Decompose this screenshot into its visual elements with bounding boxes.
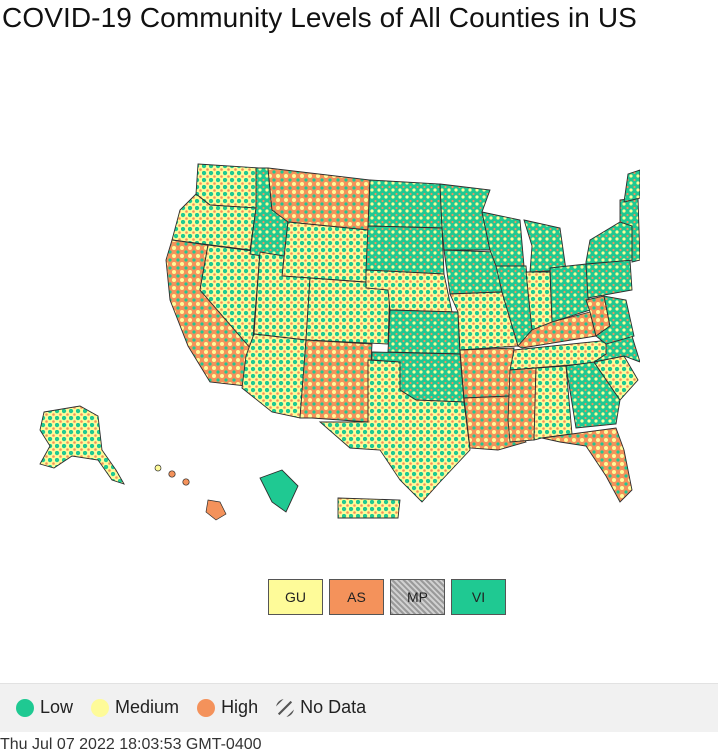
state-georgia[interactable] — [565, 361, 621, 429]
territory-as[interactable]: AS — [329, 579, 384, 615]
legend-low-label: Low — [40, 697, 74, 717]
hawaii-island-1[interactable] — [154, 464, 162, 472]
hawaii-island-3[interactable] — [182, 478, 190, 486]
state-virginia[interactable] — [595, 295, 635, 345]
state-kansas[interactable] — [387, 309, 461, 355]
timestamp: Thu Jul 07 2022 18:03:53 GMT-0400 — [0, 736, 262, 753]
legend-no-data-label: No Data — [300, 697, 367, 717]
hawaii-big-island[interactable] — [205, 499, 227, 521]
puerto-rico[interactable] — [337, 497, 401, 519]
territory-gu[interactable]: GU — [268, 579, 323, 615]
state-mississippi[interactable] — [507, 367, 537, 443]
territory-vi[interactable]: VI — [451, 579, 506, 615]
legend-medium[interactable]: Medium — [91, 697, 179, 718]
territory-vi-mainland[interactable] — [259, 469, 299, 513]
state-arkansas[interactable] — [459, 347, 515, 399]
state-south-dakota[interactable] — [365, 225, 445, 275]
state-north-dakota[interactable] — [367, 179, 443, 229]
state-alabama[interactable] — [533, 365, 573, 441]
hawaii-island-2[interactable] — [168, 470, 176, 478]
state-wyoming[interactable] — [281, 221, 369, 283]
state-oregon[interactable] — [171, 193, 257, 251]
state-michigan[interactable] — [523, 219, 567, 273]
no-data-hatch-icon — [276, 698, 295, 717]
legend-items: Low Medium High No Data — [16, 697, 366, 718]
legend-high[interactable]: High — [197, 697, 258, 718]
page-title: COVID-19 Community Levels of All Countie… — [2, 2, 637, 33]
legend-high-label: High — [221, 697, 259, 717]
state-texas[interactable] — [318, 359, 471, 503]
state-new-york[interactable] — [585, 221, 635, 265]
state-minnesota[interactable] — [439, 183, 491, 251]
state-new-mexico[interactable] — [299, 339, 373, 423]
map-svg — [39, 163, 640, 521]
legend-bar: Low Medium High No Data — [0, 683, 718, 732]
state-alaska[interactable] — [39, 405, 125, 485]
legend-no-data[interactable]: No Data — [276, 697, 366, 718]
us-county-map[interactable] — [20, 150, 640, 530]
territory-mp[interactable]: MP — [390, 579, 445, 615]
state-maine[interactable] — [623, 169, 640, 203]
state-missouri[interactable] — [449, 291, 519, 351]
territory-boxes: GU AS MP VI — [268, 579, 506, 615]
legend-medium-label: Medium — [115, 697, 180, 717]
medium-dot-icon — [91, 698, 110, 717]
low-dot-icon — [16, 698, 34, 717]
state-florida[interactable] — [541, 427, 633, 503]
high-dot-icon — [197, 698, 216, 717]
legend-low[interactable]: Low — [16, 697, 73, 718]
state-arizona[interactable] — [241, 333, 307, 419]
state-pennsylvania[interactable] — [585, 259, 633, 299]
